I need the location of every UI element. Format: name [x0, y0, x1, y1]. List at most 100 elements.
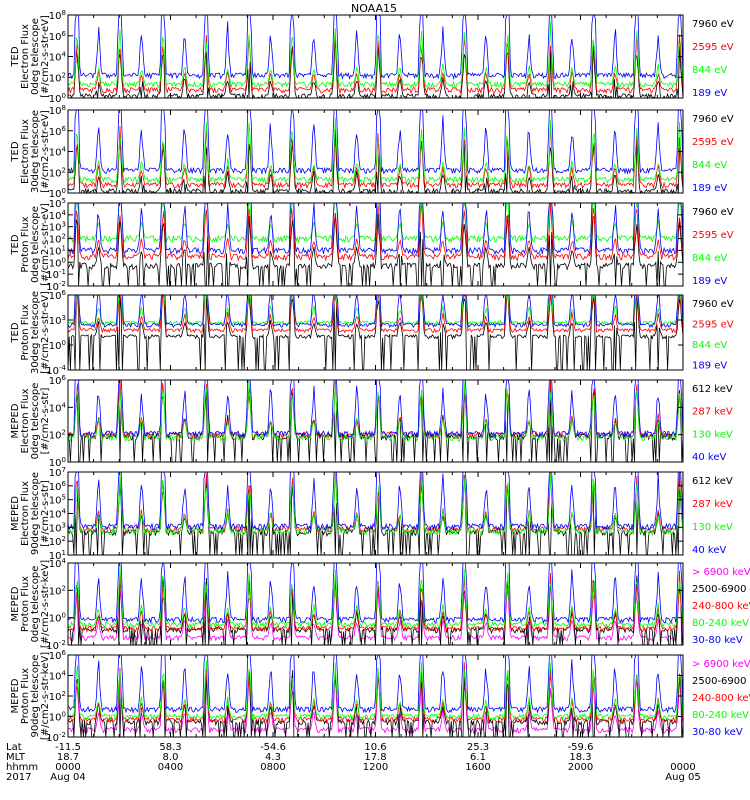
time-axis-hhmm: 0400	[158, 762, 183, 773]
legend-entry: 2595 eV	[692, 42, 734, 53]
series-line-80-240-kev	[67, 564, 684, 629]
legend-entry: 7960 eV	[692, 207, 734, 218]
legend-entry: 189 eV	[692, 361, 727, 372]
legend-entry: 189 eV	[692, 276, 727, 287]
y-axis-label: MEPEDElectron Flux0deg telescope[#/cm2-s…	[10, 383, 51, 460]
y-tick-label: 108	[49, 104, 66, 117]
y-tick-label: 100	[49, 92, 66, 105]
y-tick-label: 100	[49, 711, 66, 724]
legend-entry: 844 eV	[692, 160, 727, 171]
y-tick-label: 104	[49, 51, 67, 64]
y-tick-label: 104	[49, 209, 67, 222]
y-axis-label: TEDProton Flux30deg telescope[#/cm2-s-st…	[10, 291, 51, 374]
y-tick-label: 10-2	[46, 639, 66, 652]
time-axis-hhmm: 0800	[260, 762, 285, 773]
y-tick-label: 103	[49, 521, 66, 534]
time-axis-lat: 58.3	[159, 742, 181, 753]
time-axis-hhmm: 2000	[568, 762, 593, 773]
legend-entry: 2595 eV	[692, 320, 734, 331]
time-axis-lat: -11.5	[55, 742, 81, 753]
y-tick-label: 100	[49, 339, 66, 352]
legend-entry: 130 keV	[692, 522, 733, 533]
legend-entry: 30-80 keV	[692, 635, 743, 646]
y-tick-label: 100	[49, 256, 66, 269]
series-line-2595-ev	[67, 202, 684, 262]
legend-entry: 7960 eV	[692, 114, 734, 125]
y-tick-label: 104	[49, 508, 67, 521]
y-tick-label: 104	[49, 401, 67, 414]
time-axis-lat: -54.6	[260, 742, 286, 753]
series-line-7960-ev	[67, 294, 684, 371]
y-tick-label: 106	[49, 289, 67, 302]
legend-entry: 189 eV	[692, 183, 727, 194]
legend-entry: 7960 eV	[692, 299, 734, 310]
series-line-2595-ev	[67, 122, 684, 190]
time-axis-row-label: MLT	[6, 752, 26, 763]
y-tick-label: 100	[49, 456, 66, 469]
y-tick-label: 104	[49, 670, 67, 683]
series-line-30-80-kev	[67, 654, 684, 714]
series-line-189-ev	[67, 109, 684, 176]
legend-entry: 240-800 keV	[692, 601, 750, 612]
series-line-240-800-kev	[67, 662, 684, 725]
y-tick-label: 10-2	[46, 731, 66, 744]
series-line--6900-kev	[67, 669, 684, 735]
y-tick-label: 10-4	[46, 364, 66, 377]
y-tick-label: 104	[49, 146, 67, 159]
legend-entry: 844 eV	[692, 340, 727, 351]
legend-entry: 130 keV	[692, 429, 733, 440]
series-line-844-ev	[67, 21, 684, 89]
legend-entry: 2500-6900	[692, 676, 747, 687]
legend-entry: 612 keV	[692, 384, 733, 395]
y-tick-label: 102	[49, 233, 66, 246]
series-line-240-800-kev	[67, 570, 684, 634]
time-axis-date: Aug 04	[50, 772, 85, 783]
legend-entry: 40 keV	[692, 452, 726, 463]
legend-entry: 844 eV	[692, 65, 727, 76]
legend-entry: 30-80 keV	[692, 727, 743, 738]
series-line-40-kev	[67, 471, 684, 532]
y-tick-label: 102	[49, 690, 66, 703]
y-axis-label: TEDProton Flux0deg telescope[#/cm2-s-str…	[10, 203, 51, 286]
legend-entry: 2595 eV	[692, 137, 734, 148]
y-axis-label: TEDElectron Flux30deg telescope[#/cm2-s-…	[10, 110, 51, 193]
time-axis-hhmm: 1200	[363, 762, 388, 773]
y-tick-label: 102	[49, 584, 66, 597]
legend-entry: 287 keV	[692, 499, 733, 510]
y-tick-label: 106	[49, 30, 67, 43]
y-tick-label: 103	[49, 221, 66, 234]
series-line-130-kev	[67, 380, 684, 443]
legend-entry: 612 keV	[692, 476, 733, 487]
legend-entry: > 6900 keV	[692, 567, 750, 578]
legend-entry: 80-240 keV	[692, 618, 749, 629]
y-axis-label: MEPEDProton Flux0deg telescope[#/cm2-s-s…	[10, 560, 51, 648]
series-line-40-kev	[67, 379, 684, 439]
time-axis-mlt: 18.3	[569, 752, 591, 763]
y-tick-label: 106	[49, 125, 67, 138]
legend-entry: 2500-6900	[692, 584, 747, 595]
time-axis-row-label: Lat	[6, 742, 22, 753]
y-tick-label: 101	[49, 244, 66, 257]
series-line-130-kev	[67, 471, 684, 537]
series-line-7960-ev	[67, 212, 684, 287]
series-line-189-ev	[67, 14, 684, 81]
time-axis-hhmm: 0000	[670, 762, 695, 773]
y-tick-label: 104	[49, 557, 67, 570]
y-tick-label: 103	[49, 314, 66, 327]
y-tick-label: 102	[49, 166, 66, 179]
legend-entry: 7960 eV	[692, 19, 734, 30]
time-axis-lat: -59.6	[568, 742, 594, 753]
y-tick-label: 106	[49, 480, 67, 493]
time-axis-mlt: 17.8	[364, 752, 386, 763]
legend-entry: 2595 eV	[692, 230, 734, 241]
legend-entry: 189 eV	[692, 88, 727, 99]
time-axis-row-label: hhmm	[6, 762, 38, 773]
y-tick-label: 102	[49, 71, 66, 84]
